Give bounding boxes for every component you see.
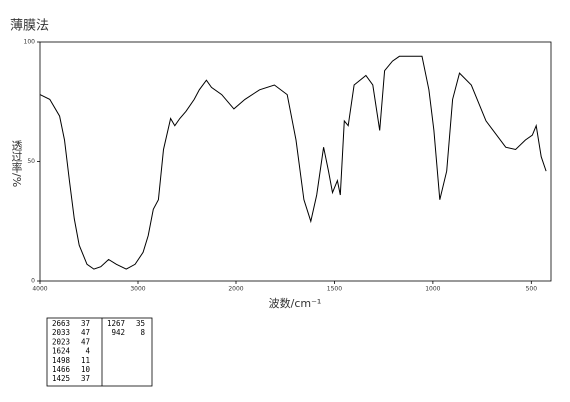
peak-wavenumber: 1466	[52, 365, 71, 374]
peak-transmittance: 37	[81, 319, 90, 328]
x-tick-label: 500	[526, 286, 538, 293]
peak-transmittance: 47	[81, 337, 90, 346]
peak-wavenumber: 1498	[52, 356, 71, 365]
peak-wavenumber: 2023	[52, 337, 70, 346]
x-axis-label: 波数/cm⁻¹	[269, 297, 322, 310]
peak-transmittance: 10	[81, 365, 91, 374]
x-tick-label: 1000	[425, 286, 440, 293]
y-axis-label: 透过率/%	[10, 140, 23, 187]
peak-wavenumber: 1267	[107, 319, 125, 328]
y-tick-label: 100	[24, 39, 36, 46]
peak-table	[46, 317, 153, 387]
x-tick-label: 3000	[130, 286, 145, 293]
peak-transmittance: 47	[81, 328, 90, 337]
peak-transmittance: 11	[81, 356, 90, 365]
chart-title: 薄膜法	[10, 19, 49, 34]
peak-wavenumber: 2033	[52, 328, 70, 337]
x-tick-label: 2000	[228, 286, 243, 293]
x-tick-label: 4000	[32, 286, 47, 293]
peak-wavenumber: 1624	[52, 347, 71, 356]
x-tick-label: 1500	[327, 286, 342, 293]
peak-transmittance: 8	[140, 328, 145, 337]
peak-wavenumber: 1425	[52, 374, 70, 383]
peak-transmittance: 35	[136, 319, 145, 328]
y-tick-label: 50	[27, 158, 35, 165]
peak-wavenumber: 942	[111, 328, 125, 337]
peak-transmittance: 4	[85, 347, 90, 356]
spectrum-line	[39, 55, 547, 270]
y-tick-label: 0	[31, 278, 35, 285]
plot-frame	[39, 41, 552, 282]
peak-transmittance: 37	[81, 374, 90, 383]
peak-wavenumber: 2663	[52, 319, 70, 328]
